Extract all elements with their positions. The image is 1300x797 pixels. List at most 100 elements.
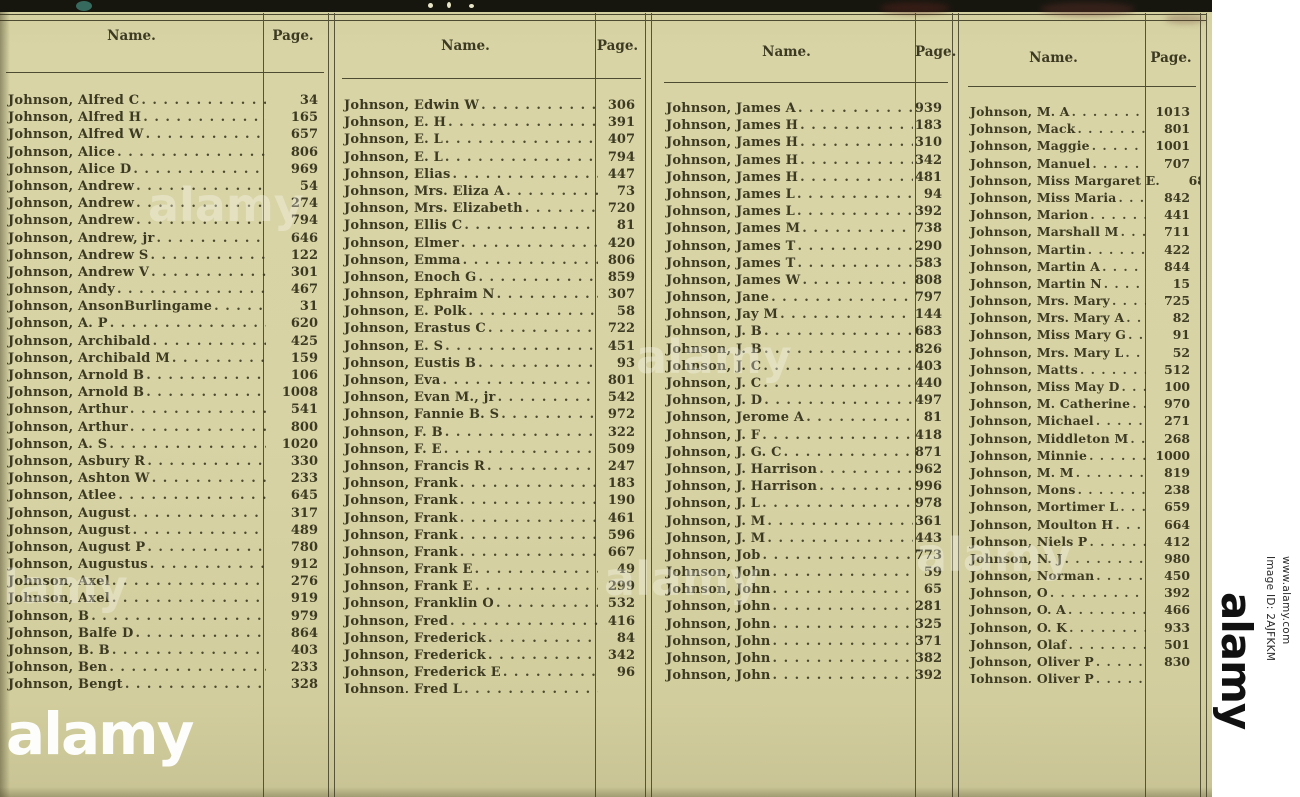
index-entry-row: Johnson, James H 310	[658, 134, 952, 151]
entry-page: 1013	[1155, 104, 1191, 119]
entry-name: Johnson, Axel	[8, 591, 110, 607]
dot-leader	[1096, 653, 1146, 670]
entry-page: 31	[299, 299, 318, 315]
index-entry-row: Johnson, Enoch G 859	[336, 269, 645, 286]
dot-leader	[771, 289, 913, 306]
dot-leader	[1068, 636, 1146, 653]
dot-leader	[1072, 103, 1146, 120]
dot-leader	[802, 220, 913, 237]
index-entry-row: Johnson, Miss May D 100	[962, 378, 1200, 395]
entry-page: 659	[1164, 499, 1190, 515]
dot-leader	[762, 495, 913, 512]
index-entry-row: Johnson, M. M 819	[962, 464, 1200, 481]
entry-page: 81	[616, 218, 635, 234]
table-top-rule	[0, 20, 1206, 21]
index-rows: Johnson, M. A1013Johnson, Mack801Johnson…	[962, 103, 1200, 683]
index-entry-row: Johnson, James T 290	[658, 238, 952, 255]
index-entry-row: Johnson, J. F 418	[658, 427, 952, 444]
entry-page: 68	[1188, 172, 1200, 188]
entry-name: Johnson, Matts	[970, 361, 1078, 377]
group-divider-rule	[328, 13, 329, 797]
index-entry-row: Johnson, F. E 509	[336, 441, 645, 458]
dot-leader	[806, 409, 916, 426]
entry-page: 54	[299, 178, 318, 194]
entry-page: 342	[914, 152, 942, 168]
index-entry-row: Johnson, Frederick 342	[336, 647, 645, 664]
entry-page: 59	[923, 565, 942, 581]
entry-name: Johnson, Archibald	[8, 333, 151, 349]
entry-page: 962	[914, 461, 942, 477]
dot-leader	[1132, 395, 1146, 412]
entry-page: 361	[914, 513, 942, 529]
entry-name: Johnson, O. K	[970, 619, 1068, 635]
entry-name: Johnson, James T	[666, 238, 796, 254]
index-entry-row: Johnson, B. B 403	[0, 642, 328, 659]
index-rows: Johnson, Alfred C34Johnson, Alfred H165J…	[0, 92, 328, 704]
index-entry-row: Johnson, A. P 620	[0, 315, 328, 332]
index-entry-row: Johnson, A. S 1020	[0, 436, 328, 453]
entry-page: 541	[290, 402, 318, 418]
entry-name: Johnson, Arnold B	[8, 385, 145, 401]
entry-name: Johnson, James L	[666, 204, 796, 220]
index-entry-row: Johnson, James L 94	[658, 186, 952, 203]
index-entry-row: Johnson, Eustis B 93	[336, 355, 645, 372]
dot-leader	[1092, 155, 1146, 172]
entry-name: Johnson, Ephraim N	[344, 287, 495, 303]
entry-page: 707	[1164, 155, 1190, 171]
dot-leader	[151, 264, 266, 281]
index-entry-row: Johnson, August 317	[0, 505, 328, 522]
entry-page: 467	[290, 282, 318, 298]
entry-page: 912	[290, 557, 318, 573]
entry-name: Johnson, Ellis C	[344, 218, 463, 234]
entry-name: Johnson, James H	[666, 135, 799, 151]
index-entry-row: Johnson, M. Catherine 970	[962, 395, 1200, 412]
entry-page: 972	[607, 407, 635, 423]
entry-name: Johnson, James H	[666, 152, 799, 168]
entry-page: 382	[914, 651, 942, 666]
dot-leader	[797, 186, 916, 203]
entry-name: Johnson, Frank	[344, 476, 458, 492]
dot-leader	[147, 453, 266, 470]
dot-leader	[91, 608, 266, 625]
entry-name: Johnson, N. J	[970, 550, 1063, 566]
dot-leader	[773, 564, 916, 581]
entry-page: 420	[607, 235, 635, 251]
index-entry-row: Johnson, J. Harrison 962	[658, 461, 952, 478]
dot-leader	[214, 298, 266, 315]
dot-leader	[798, 100, 913, 117]
entry-name: Johnson, James T	[666, 255, 796, 271]
entry-name: Johnson, August	[8, 522, 131, 538]
index-entry-row: Johnson, Frank E 299	[336, 578, 645, 595]
index-entry-row: Johnson, Miss Maria 842	[962, 189, 1200, 206]
entry-name: Johnson, Maggie	[970, 138, 1090, 154]
entry-name: Johnson, Francis R	[344, 458, 486, 474]
dot-leader	[146, 384, 266, 401]
dot-leader	[1088, 241, 1146, 258]
index-entry-row: Johnson, Frederick 84	[336, 630, 645, 647]
entry-page: 830	[1164, 654, 1190, 669]
dot-leader	[157, 230, 266, 247]
dot-leader	[488, 647, 598, 664]
dot-leader	[773, 616, 913, 633]
dot-leader	[1128, 326, 1146, 343]
dot-leader	[133, 522, 266, 539]
header-rule	[968, 86, 1196, 87]
index-entry-row: Johnson, Maggie 1001	[962, 137, 1200, 154]
entry-name: Johnson, Frederick E	[344, 665, 501, 681]
entry-name: Johnson, Norman	[970, 568, 1095, 584]
column-group-header: Name. Page.	[336, 38, 645, 54]
dot-leader	[110, 315, 266, 332]
index-entry-row: Johnson, Archibald M 159	[0, 350, 328, 367]
alamy-sidebar: alamy Image ID: 2AJFKKM www.alamy.com	[1212, 0, 1300, 797]
entry-name: Johnson, Frank	[344, 510, 458, 526]
entry-page: 15	[1172, 275, 1190, 291]
entry-page: 583	[914, 255, 942, 271]
index-entry-row: Johnson, Edwin W 306	[336, 97, 645, 114]
page-column-header: Page.	[915, 44, 957, 60]
index-entry-row: Johnson, J. L 978	[658, 495, 952, 512]
index-entry-row: Johnson, J. Harrison 996	[658, 478, 952, 495]
entry-page: 317	[290, 505, 318, 521]
entry-name: Johnson, F. E	[344, 441, 442, 457]
entry-page: 996	[914, 479, 942, 495]
entry-name: Johnson, A. S	[8, 436, 108, 452]
